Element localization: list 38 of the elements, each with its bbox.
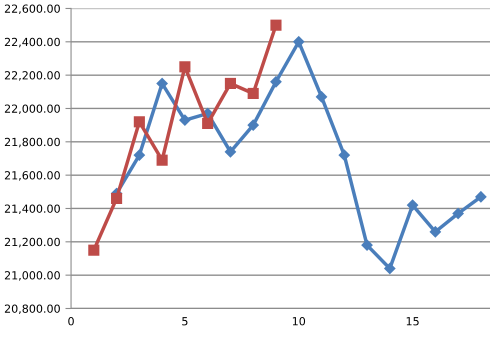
y-tick-label: 21,400.00: [4, 204, 60, 214]
point: [293, 36, 304, 48]
y-tick-label: 22,600.00: [4, 4, 60, 14]
y-tick-label: 22,400.00: [4, 38, 60, 48]
y-tick-label: 21,000.00: [4, 271, 60, 281]
point: [179, 61, 190, 72]
x-tick-label: 15: [406, 317, 419, 326]
x-tick-label: 0: [68, 317, 74, 326]
y-tick-label: 22,200.00: [4, 71, 60, 81]
point: [156, 78, 168, 90]
point: [406, 200, 418, 211]
y-tick-label: 22,000.00: [4, 104, 60, 114]
point: [134, 116, 145, 128]
point: [384, 262, 396, 274]
point: [430, 226, 441, 238]
point: [452, 208, 464, 220]
y-tick-label: 20,800.00: [4, 304, 60, 314]
point: [270, 76, 282, 88]
y-tick-label: 21,600.00: [4, 171, 60, 181]
point: [111, 192, 122, 204]
point: [338, 150, 350, 161]
point: [248, 88, 259, 100]
point: [179, 114, 190, 126]
point: [316, 91, 328, 102]
point: [475, 191, 486, 202]
point: [248, 120, 259, 131]
point: [202, 118, 214, 130]
x-tick-label: 10: [292, 317, 306, 326]
point: [361, 240, 373, 251]
point: [224, 146, 236, 158]
y-tick-label: 21,200.00: [4, 238, 60, 248]
point: [224, 78, 236, 90]
point: [270, 20, 282, 31]
point: [156, 154, 168, 166]
x-tick-label: 5: [182, 317, 188, 326]
y-tick-label: 21,800.00: [4, 138, 60, 148]
point: [88, 244, 100, 256]
point: [134, 150, 145, 161]
